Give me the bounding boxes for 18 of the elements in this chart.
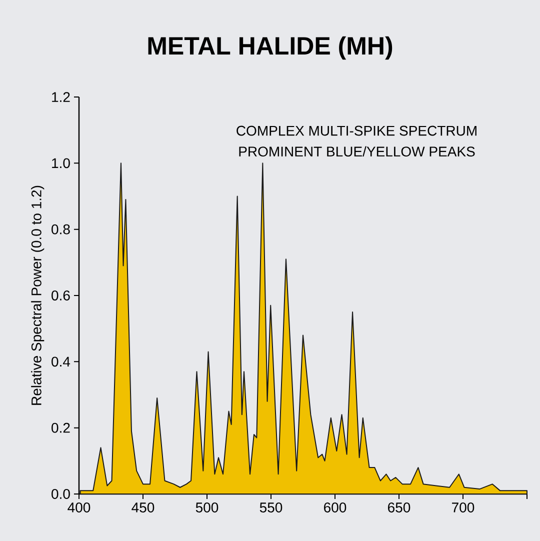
y-tick-label: 1.2: [52, 92, 70, 102]
x-tick-label: 450: [132, 502, 154, 512]
x-tick-label: 600: [324, 502, 346, 512]
annotation: PROMINENT BLUE/YELLOW PEAKS: [239, 146, 475, 157]
y-tick-label: 0.4: [52, 356, 70, 367]
x-tick-label: 650: [388, 502, 410, 512]
annotation: COMPLEX MULTI-SPIKE SPECTRUM: [236, 126, 476, 136]
x-tick-label: 550: [260, 502, 282, 512]
y-tick-label: 0.6: [52, 290, 70, 300]
y-tick-label: 0.2: [52, 422, 70, 433]
y-tick-label: 0.8: [52, 224, 70, 234]
x-tick-label: 500: [196, 502, 218, 512]
x-tick-label: 400: [68, 502, 90, 512]
x-tick-label: 700: [452, 502, 474, 512]
y-axis-title: Relative Spectral Power (0.0 to 1.2): [31, 186, 44, 405]
y-tick-label: 1.0: [52, 158, 70, 168]
chart-title: METAL HALIDE (MH): [148, 36, 392, 60]
y-tick-label: 0.0: [52, 489, 70, 499]
